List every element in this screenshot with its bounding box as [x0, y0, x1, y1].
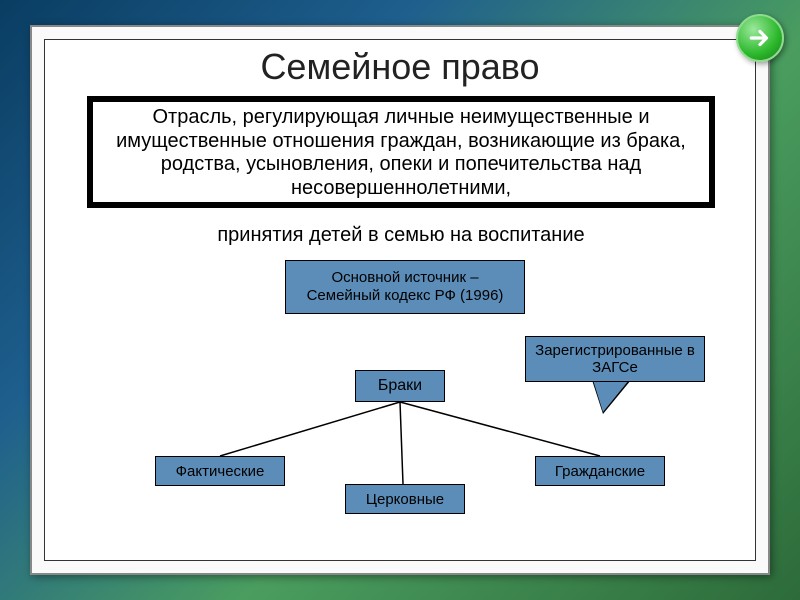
arrow-right-icon	[747, 25, 773, 51]
source-line1: Основной источник –	[331, 269, 478, 287]
inner-frame: Семейное право Отрасль, регулирующая лич…	[44, 39, 756, 561]
next-slide-button[interactable]	[736, 14, 784, 62]
branch-civil: Гражданские	[535, 456, 665, 486]
definition-box: Отрасль, регулирующая личные неимуществе…	[87, 96, 715, 208]
slide-title: Семейное право	[45, 46, 755, 88]
source-box: Основной источник – Семейный кодекс РФ (…	[285, 260, 525, 314]
source-line2: Семейный кодекс РФ (1996)	[307, 287, 504, 305]
marriages-node: Браки	[355, 370, 445, 402]
outer-frame: Семейное право Отрасль, регулирующая лич…	[30, 25, 770, 575]
branch-factual: Фактические	[155, 456, 285, 486]
callout-zags: Зарегистрированные в ЗАГСе	[525, 336, 705, 382]
callout-tail	[593, 380, 629, 412]
definition-trail: принятия детей в семью на воспитание	[87, 224, 715, 248]
branch-church: Церковные	[345, 484, 465, 514]
